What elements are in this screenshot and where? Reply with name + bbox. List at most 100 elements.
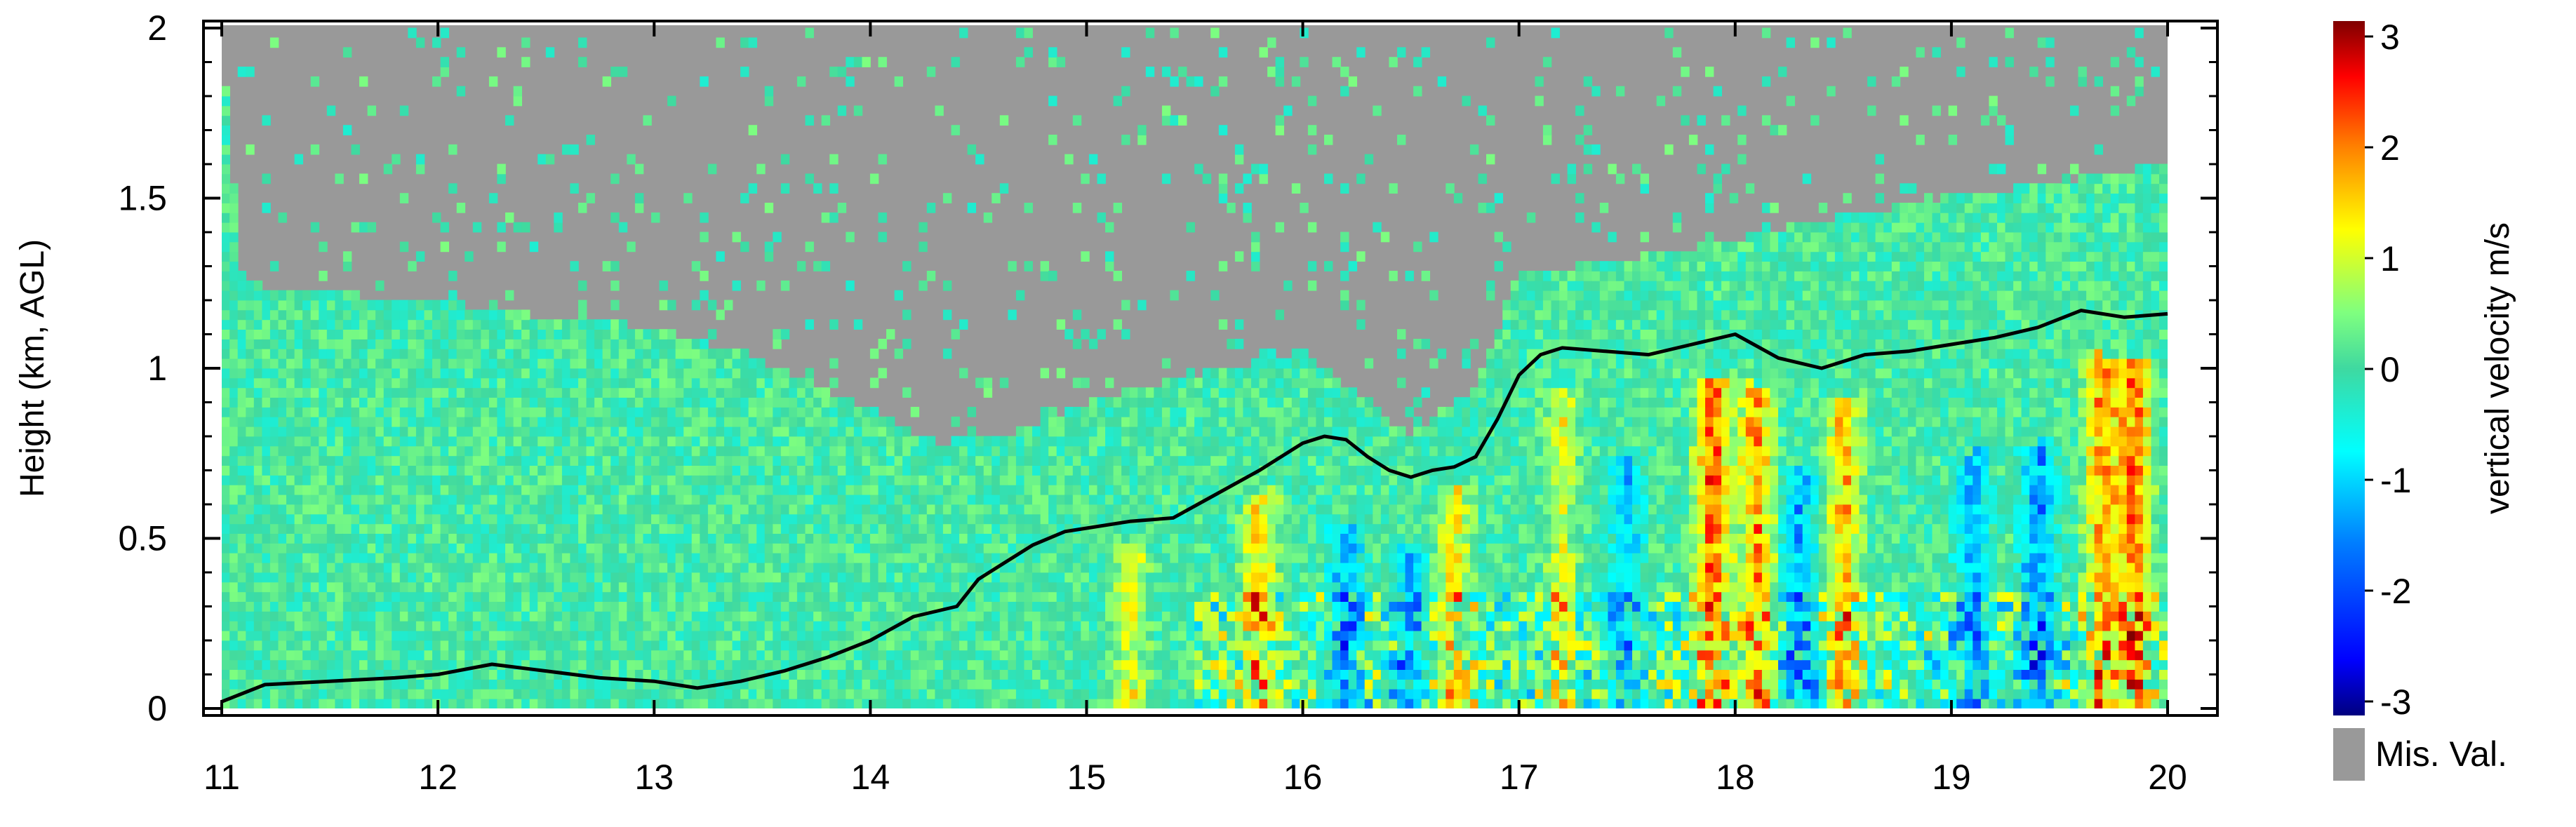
heatmap-cell bbox=[521, 222, 530, 233]
heatmap-cell bbox=[796, 620, 806, 631]
heatmap-cell bbox=[521, 591, 530, 602]
heatmap-cell bbox=[424, 377, 433, 389]
heatmap-cell bbox=[294, 154, 303, 165]
heatmap-cell bbox=[594, 455, 603, 466]
heatmap-cell bbox=[342, 475, 352, 485]
heatmap-cell bbox=[1081, 640, 1090, 651]
heatmap-cell bbox=[456, 650, 466, 661]
heatmap-cell bbox=[1015, 620, 1025, 631]
heatmap-cell bbox=[732, 368, 741, 379]
heatmap-cell bbox=[1008, 261, 1017, 271]
heatmap-cell bbox=[748, 358, 757, 369]
heatmap-cell bbox=[415, 611, 425, 621]
heatmap-cell bbox=[942, 465, 952, 476]
heatmap-cell bbox=[1227, 397, 1236, 408]
heatmap-cell bbox=[1186, 640, 1195, 651]
heatmap-cell bbox=[1218, 591, 1228, 602]
heatmap-cell bbox=[1040, 591, 1049, 602]
heatmap-cell bbox=[999, 581, 1009, 593]
heatmap-cell bbox=[732, 436, 741, 447]
heatmap-cell bbox=[610, 494, 620, 505]
heatmap-cell bbox=[335, 455, 344, 466]
heatmap-cell bbox=[959, 513, 968, 525]
heatmap-cell bbox=[310, 640, 320, 651]
heatmap-cell bbox=[392, 445, 401, 457]
heatmap-cell bbox=[262, 630, 271, 641]
heatmap-cell bbox=[497, 163, 506, 175]
heatmap-cell bbox=[643, 620, 652, 631]
heatmap-cell bbox=[1170, 484, 1179, 495]
heatmap-cell bbox=[415, 513, 425, 525]
heatmap-cell bbox=[1081, 669, 1090, 680]
heatmap-cell bbox=[1227, 533, 1236, 544]
heatmap-cell bbox=[432, 37, 441, 48]
heatmap-cell bbox=[602, 397, 611, 408]
heatmap-cell bbox=[926, 271, 936, 281]
heatmap-cell bbox=[1251, 581, 1260, 593]
heatmap-cell bbox=[432, 659, 441, 670]
heatmap-cell bbox=[561, 368, 571, 379]
heatmap-cell bbox=[886, 562, 895, 573]
heatmap-cell bbox=[246, 620, 255, 631]
heatmap-cell bbox=[1137, 562, 1147, 573]
heatmap-cell bbox=[837, 523, 847, 534]
heatmap-cell bbox=[837, 698, 847, 708]
heatmap-cell bbox=[342, 387, 352, 398]
heatmap-cell bbox=[935, 659, 944, 670]
heatmap-cell bbox=[796, 533, 806, 544]
heatmap-cell bbox=[1202, 562, 1212, 573]
heatmap-cell bbox=[481, 484, 490, 495]
heatmap-cell bbox=[846, 601, 855, 612]
heatmap-cell bbox=[1015, 669, 1025, 680]
heatmap-cell bbox=[902, 533, 912, 544]
heatmap-cell bbox=[951, 445, 960, 457]
heatmap-cell bbox=[837, 426, 847, 437]
heatmap-cell bbox=[1097, 552, 1106, 563]
heatmap-cell bbox=[367, 669, 376, 680]
heatmap-cell bbox=[302, 572, 312, 583]
heatmap-cell bbox=[472, 669, 482, 680]
heatmap-cell bbox=[229, 212, 239, 223]
heatmap-cell bbox=[294, 445, 303, 457]
heatmap-cell bbox=[796, 523, 806, 534]
heatmap-cell bbox=[448, 416, 458, 427]
heatmap-cell bbox=[415, 465, 425, 476]
heatmap-cell bbox=[1048, 513, 1057, 525]
heatmap-cell bbox=[497, 455, 506, 466]
heatmap-cell bbox=[222, 290, 230, 301]
heatmap-cell bbox=[878, 581, 887, 593]
heatmap-cell bbox=[538, 611, 547, 621]
heatmap-cell bbox=[919, 455, 928, 466]
heatmap-cell bbox=[846, 475, 855, 485]
heatmap-cell bbox=[538, 339, 547, 349]
heatmap-cell bbox=[975, 154, 985, 165]
heatmap-cell bbox=[359, 601, 368, 612]
heatmap-cell bbox=[505, 504, 514, 515]
heatmap-cell bbox=[521, 57, 530, 67]
heatmap-cell bbox=[586, 455, 595, 466]
heatmap-cell bbox=[886, 416, 895, 427]
heatmap-cell bbox=[610, 543, 620, 553]
heatmap-cell bbox=[1072, 504, 1082, 515]
heatmap-cell bbox=[351, 698, 360, 708]
heatmap-cell bbox=[237, 533, 247, 544]
heatmap-cell bbox=[1113, 475, 1122, 485]
heatmap-cell bbox=[481, 688, 490, 699]
heatmap-cell bbox=[919, 698, 928, 708]
heatmap-cell bbox=[472, 407, 482, 417]
heatmap-cell bbox=[910, 572, 920, 583]
heatmap-cell bbox=[1186, 465, 1195, 476]
heatmap-cell bbox=[554, 620, 563, 631]
heatmap-cell bbox=[319, 387, 328, 398]
heatmap-cell bbox=[886, 611, 895, 621]
heatmap-cell bbox=[926, 484, 936, 495]
heatmap-cell bbox=[1137, 581, 1147, 593]
heatmap-cell bbox=[488, 533, 498, 544]
heatmap-cell bbox=[683, 377, 693, 389]
heatmap-cell bbox=[262, 387, 271, 398]
heatmap-cell bbox=[756, 630, 766, 641]
heatmap-cell bbox=[359, 504, 368, 515]
heatmap-cell bbox=[748, 416, 757, 427]
heatmap-cell bbox=[724, 484, 733, 495]
heatmap-cell bbox=[983, 640, 993, 651]
